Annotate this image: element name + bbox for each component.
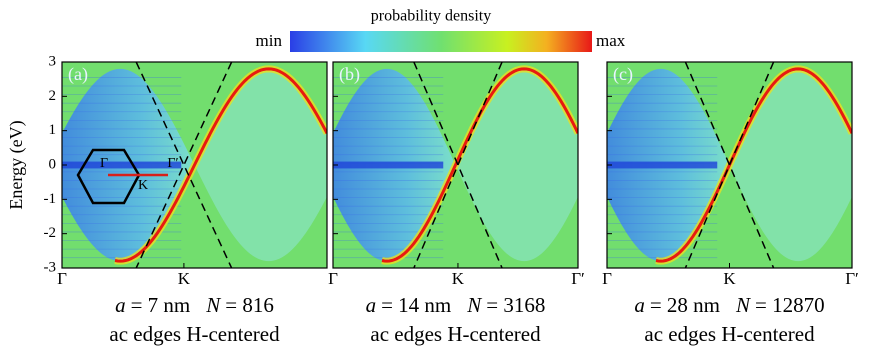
x-tick-label: Γ	[602, 269, 612, 288]
x-tick-label: Γ′	[845, 269, 859, 288]
inset-gamma-prime: Γ′	[167, 156, 178, 171]
x-tick-label: K	[178, 269, 191, 288]
a-value: = 7 nm	[131, 293, 191, 317]
zero-band	[62, 161, 182, 169]
y-axis-label: Energy (eV)	[6, 120, 27, 209]
x-tick-label: Γ	[328, 269, 338, 288]
heatmap	[333, 62, 578, 268]
band-peak	[655, 67, 852, 263]
conduction-region	[455, 68, 578, 262]
caption-params: a = 14 nm N = 3168	[366, 293, 546, 317]
conduction-region	[194, 68, 327, 262]
y-tick-label: -2	[44, 225, 57, 241]
y-tick-label: -1	[44, 191, 57, 207]
dirac-line	[135, 62, 233, 268]
colorbar-title: probability density	[371, 8, 491, 25]
x-tick-label: Γ	[57, 269, 67, 288]
n-value: = 816	[225, 293, 274, 317]
caption-params: a = 7 nm N = 816	[115, 293, 274, 317]
panel-label: (c)	[613, 64, 633, 85]
param-n: N	[205, 293, 221, 317]
n-value: = 3168	[486, 293, 545, 317]
dirac-line	[413, 62, 503, 268]
param-a: a	[366, 293, 377, 317]
heatmap	[62, 62, 327, 268]
caption-edges: ac edges H-centered	[370, 322, 541, 346]
n-value: = 12870	[755, 293, 825, 317]
caption-edges: ac edges H-centered	[644, 322, 815, 346]
a-value: = 28 nm	[650, 293, 720, 317]
y-tick-label: 3	[49, 53, 57, 69]
caption-edges: ac edges H-centered	[109, 322, 280, 346]
param-n: N	[466, 293, 482, 317]
x-tick-label: K	[452, 269, 465, 288]
y-tick-label: 1	[49, 122, 57, 138]
zero-band	[607, 161, 718, 169]
dirac-line	[684, 62, 775, 268]
param-a: a	[115, 293, 126, 317]
a-value: = 14 nm	[381, 293, 451, 317]
dirac-line	[413, 62, 503, 268]
colorbar	[290, 31, 592, 52]
x-tick-label: Γ′	[571, 269, 585, 288]
param-n: N	[735, 293, 751, 317]
panel-label: (b)	[339, 64, 360, 85]
y-tick-label: 2	[49, 88, 57, 104]
inset-k: K	[138, 178, 148, 193]
dirac-line	[684, 62, 775, 268]
zero-band	[333, 161, 444, 169]
x-tick-label: K	[723, 269, 736, 288]
conduction-region	[729, 68, 852, 262]
band-peak	[114, 67, 327, 263]
caption-params: a = 28 nm N = 12870	[634, 293, 824, 317]
param-a: a	[634, 293, 645, 317]
colorbar-max: max	[596, 31, 626, 50]
y-tick-label: -3	[44, 259, 57, 275]
colorbar-min: min	[256, 31, 283, 50]
y-tick-label: 0	[49, 156, 57, 172]
panel-label: (a)	[68, 64, 88, 85]
dirac-line	[135, 62, 233, 268]
heatmap	[607, 62, 852, 268]
inset-gamma: Γ	[100, 156, 108, 171]
